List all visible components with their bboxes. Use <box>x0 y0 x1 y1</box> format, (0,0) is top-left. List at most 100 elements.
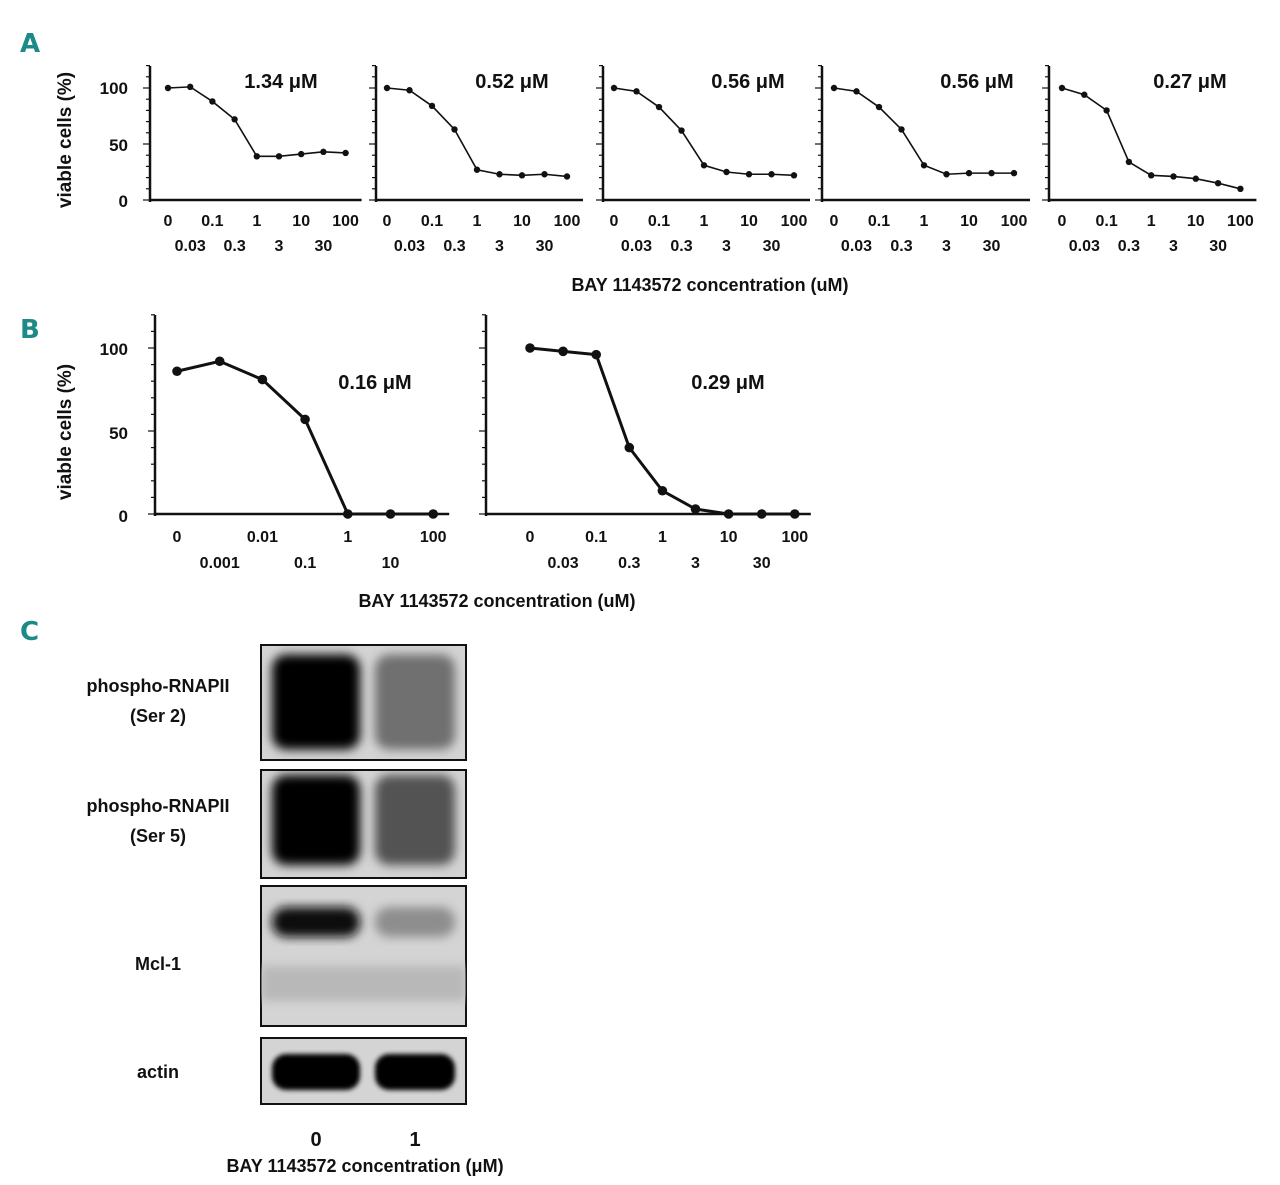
x-tick-label: 3 <box>1169 238 1178 255</box>
x-tick-label: 0.1 <box>648 213 670 230</box>
data-point <box>518 172 526 179</box>
blot-row-label: phospho-RNAPII <box>87 796 230 816</box>
x-axis-title-c: BAY 1143572 concentration (μM) <box>226 1156 503 1176</box>
data-point <box>1081 91 1088 98</box>
blot-row: phospho-RNAPII (Ser 2) <box>87 644 467 761</box>
x-tick-label: 30 <box>315 238 333 255</box>
panel-label-c: C <box>20 617 39 647</box>
y-tick-label: 100 <box>100 79 128 98</box>
x-tick-label: 1 <box>1147 213 1156 230</box>
x-tick-label: 10 <box>720 529 738 546</box>
x-tick-label: 0 <box>526 529 535 546</box>
x-tick-label: 100 <box>420 529 447 546</box>
lane-label: 0 <box>310 1129 321 1151</box>
x-tick-label: 1 <box>343 529 352 546</box>
x-tick-label: 30 <box>983 238 1001 255</box>
data-point <box>383 84 391 92</box>
data-point <box>253 153 260 160</box>
x-tick-label: 10 <box>1187 213 1205 230</box>
blot-band <box>375 907 455 937</box>
blot-row-label: (Ser 5) <box>130 826 186 846</box>
x-tick-label: 0.1 <box>421 213 443 230</box>
x-tick-label: 0.1 <box>1095 213 1117 230</box>
blot-row: actin <box>137 1037 467 1105</box>
x-tick-label: 0.3 <box>670 238 692 255</box>
ic50-annotation: 0.27 μM <box>1153 71 1226 93</box>
data-point <box>1058 84 1066 92</box>
panel-label-b: B <box>20 315 40 345</box>
x-tick-label: 0.03 <box>548 555 579 572</box>
y-tick-label: 50 <box>109 424 128 443</box>
x-tick-label: 0 <box>173 529 182 546</box>
x-tick-label: 0.03 <box>175 238 206 255</box>
data-point <box>320 148 327 156</box>
lane-label: 1 <box>409 1129 420 1151</box>
data-point <box>700 162 708 169</box>
x-tick-label: 1 <box>700 213 709 230</box>
blot-row: phospho-RNAPII (Ser 5) <box>87 769 467 879</box>
x-tick-label: 0 <box>164 213 173 230</box>
data-point <box>209 98 216 105</box>
data-point <box>473 166 481 173</box>
x-tick-label: 0 <box>830 213 839 230</box>
x-tick-label: 0.1 <box>868 213 890 230</box>
x-tick-label: 0.001 <box>200 555 240 572</box>
x-axis-title-a: BAY 1143572 concentration (uM) <box>571 275 848 295</box>
x-tick-label: 3 <box>275 238 284 255</box>
y-axis-title-a: viable cells (%) <box>55 72 76 208</box>
x-tick-label: 100 <box>781 213 808 230</box>
data-point <box>790 172 798 179</box>
x-tick-label: 10 <box>740 213 758 230</box>
x-tick-label: 3 <box>722 238 731 255</box>
ic50-annotation: 0.56 μM <box>711 71 784 93</box>
data-point <box>655 103 663 111</box>
x-tick-label: 0.3 <box>890 238 912 255</box>
x-tick-label: 3 <box>691 555 700 572</box>
data-point <box>563 173 571 180</box>
ic50-annotation: 1.34 μM <box>244 71 317 93</box>
x-tick-label: 0 <box>610 213 619 230</box>
data-point <box>723 509 734 519</box>
series-line <box>833 87 1014 176</box>
x-tick-label: 0.3 <box>1118 238 1140 255</box>
x-tick-label: 3 <box>495 238 504 255</box>
x-tick-label: 100 <box>554 213 581 230</box>
x-tick-label: 100 <box>1001 213 1028 230</box>
x-tick-label: 100 <box>781 529 808 546</box>
blot-row: Mcl-1 <box>135 885 467 1027</box>
x-tick-label: 10 <box>960 213 978 230</box>
data-point <box>214 356 225 367</box>
data-point <box>624 442 635 453</box>
data-point <box>1214 180 1222 187</box>
data-point <box>187 83 194 91</box>
blot-row-label: (Ser 2) <box>130 706 186 726</box>
data-point <box>678 127 685 134</box>
x-tick-label: 30 <box>536 238 554 255</box>
data-point <box>790 509 800 519</box>
x-tick-label: 0 <box>1058 213 1067 230</box>
x-tick-label: 0.3 <box>443 238 465 255</box>
y-tick-label: 0 <box>119 192 128 211</box>
x-tick-label: 1 <box>920 213 929 230</box>
data-point <box>496 171 503 178</box>
data-point <box>525 343 535 353</box>
x-tick-label: 0 <box>383 213 392 230</box>
data-point <box>756 509 767 519</box>
data-point <box>1010 169 1018 177</box>
ic50-annotation: 0.16 μM <box>338 372 411 394</box>
data-point <box>1170 173 1177 180</box>
data-point <box>690 504 701 514</box>
data-point <box>451 126 458 133</box>
data-point <box>164 84 172 92</box>
chart-7: 0 0.03 0.1 0.3 1 3 10 30 100 0.29 μM <box>479 314 811 572</box>
data-point <box>633 88 640 95</box>
x-tick-label: 3 <box>942 238 951 255</box>
data-point <box>275 153 283 160</box>
data-point <box>768 171 775 178</box>
ic50-annotation: 0.29 μM <box>691 372 764 394</box>
x-tick-label: 100 <box>332 213 359 230</box>
x-tick-label: 1 <box>252 213 261 230</box>
